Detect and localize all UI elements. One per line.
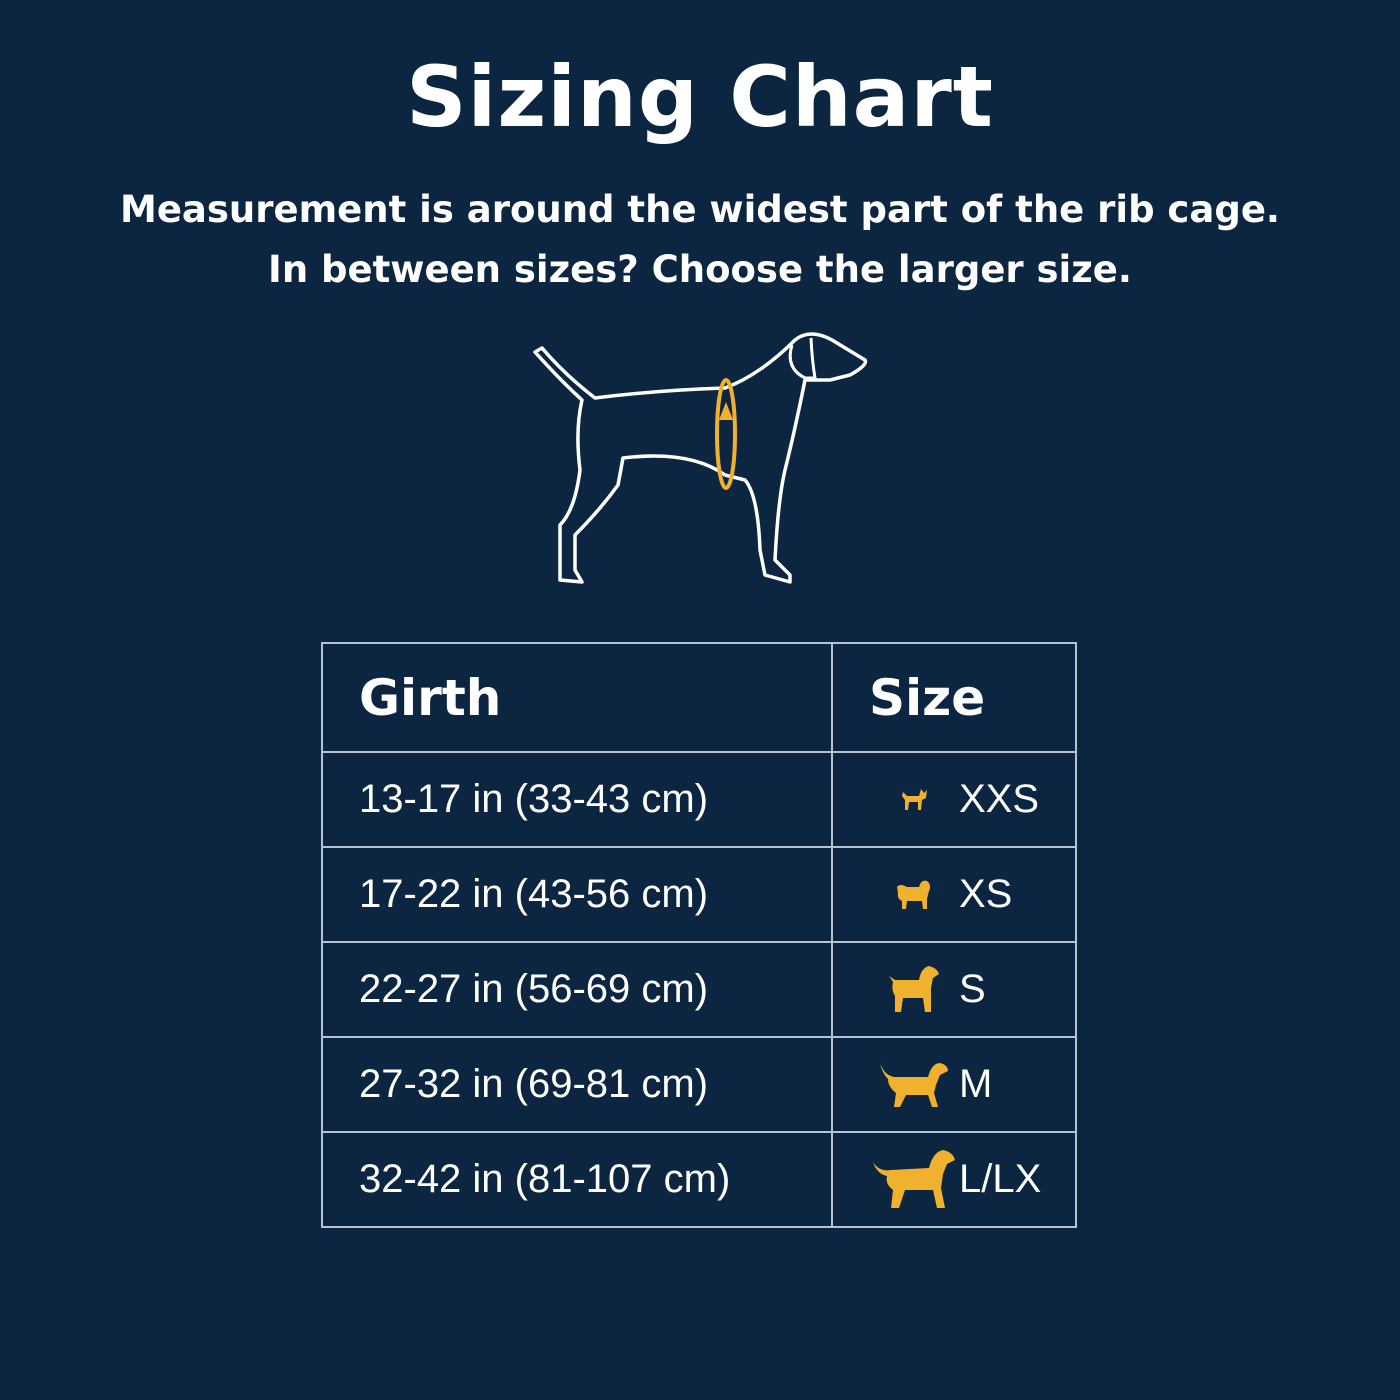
- spaniel-icon: [869, 1059, 959, 1111]
- header-size: Size: [831, 642, 1077, 753]
- girth-cell: 17-22 in (43-56 cm): [321, 846, 833, 943]
- table-row: 32-42 in (81-107 cm) L/LX: [321, 1131, 1077, 1228]
- size-label: S: [959, 967, 986, 1011]
- table-row: 27-32 in (69-81 cm) M: [321, 1036, 1077, 1133]
- table-header-row: Girth Size: [321, 642, 1077, 753]
- subtitle-measurement: Measurement is around the widest part of…: [120, 188, 1280, 231]
- table-row: 13-17 in (33-43 cm) XXS: [321, 751, 1077, 848]
- dog-outline-girth-measurement-icon: [533, 332, 868, 584]
- page-title: Sizing Chart: [406, 48, 994, 146]
- header-girth: Girth: [321, 642, 833, 753]
- chihuahua-icon: [869, 786, 959, 814]
- table-row: 17-22 in (43-56 cm) XS: [321, 846, 1077, 943]
- subtitle-advice: In between sizes? Choose the larger size…: [268, 248, 1132, 291]
- sizing-table: Girth Size 13-17 in (33-43 cm) XXS 17-22…: [321, 642, 1077, 1228]
- girth-cell: 32-42 in (81-107 cm): [321, 1131, 833, 1228]
- girth-cell: 13-17 in (33-43 cm): [321, 751, 833, 848]
- pomeranian-icon: [869, 877, 959, 913]
- poodle-icon: [869, 964, 959, 1016]
- size-label: XXS: [959, 777, 1040, 821]
- size-label: XS: [959, 872, 1013, 916]
- retriever-icon: [869, 1148, 959, 1212]
- size-label: L/LX: [959, 1157, 1042, 1201]
- size-label: M: [959, 1062, 993, 1106]
- girth-cell: 27-32 in (69-81 cm): [321, 1036, 833, 1133]
- girth-cell: 22-27 in (56-69 cm): [321, 941, 833, 1038]
- table-row: 22-27 in (56-69 cm) S: [321, 941, 1077, 1038]
